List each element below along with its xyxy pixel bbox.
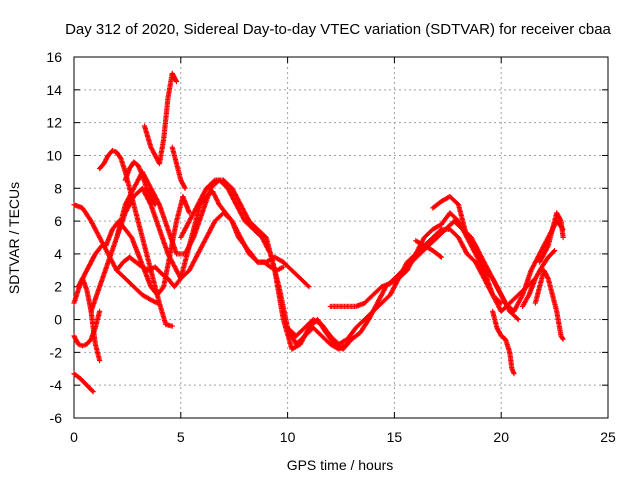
series-arc-7 — [141, 70, 180, 167]
data-marks — [519, 248, 558, 310]
y-tick-label: -2 — [50, 344, 63, 360]
data-marks — [103, 193, 192, 298]
y-tick-label: 14 — [46, 82, 62, 98]
series-arc-21 — [532, 267, 566, 342]
x-tick-label: 10 — [280, 429, 296, 445]
series-arc-10 — [178, 177, 474, 352]
y-tick-label: 6 — [54, 213, 62, 229]
series-arc-14 — [285, 226, 504, 347]
data-marks — [169, 144, 188, 191]
series-arc-23 — [519, 248, 558, 310]
series-arc-1 — [71, 202, 160, 306]
x-tick-label: 15 — [387, 429, 403, 445]
series-arc-16 — [413, 238, 444, 260]
series-arc-9 — [122, 159, 158, 208]
chart-title: Day 312 of 2020, Sidereal Day-to-day VTE… — [65, 21, 611, 38]
y-tick-label: -6 — [50, 410, 63, 426]
series-arc-15 — [327, 210, 521, 323]
x-tick-label: 0 — [70, 429, 78, 445]
y-tick-label: 8 — [54, 180, 62, 196]
y-axis-label: SDTVAR / TECUs — [6, 182, 22, 294]
x-tick-label: 5 — [177, 429, 185, 445]
data-marks — [490, 308, 517, 377]
data-marks — [71, 202, 160, 306]
series-arc-22 — [75, 275, 103, 364]
data-marks — [75, 275, 103, 364]
y-tick-label: 0 — [54, 312, 62, 328]
series-arc-13 — [169, 144, 188, 191]
x-tick-label: 25 — [600, 429, 616, 445]
grid-layer — [74, 57, 608, 418]
data-marks — [285, 226, 504, 347]
data-marks — [537, 210, 566, 265]
series-arc-11 — [103, 193, 192, 298]
series-arc-2 — [71, 371, 96, 395]
marks-layer — [71, 70, 566, 395]
tick-layer: 0 5 10 15 20 25 -6 -4 -2 0 2 4 6 8 10 12 14 16 — [46, 49, 616, 445]
data-marks — [532, 267, 566, 342]
x-tick-label: 20 — [493, 429, 509, 445]
y-tick-label: 10 — [46, 147, 62, 163]
y-tick-label: 4 — [54, 246, 62, 262]
data-marks — [122, 159, 158, 208]
y-tick-label: -4 — [50, 377, 63, 393]
y-tick-label: 12 — [46, 115, 62, 131]
plot-frame — [73, 56, 609, 419]
x-axis-label: GPS time / hours — [287, 457, 394, 473]
data-marks — [114, 189, 286, 290]
series-arc-19 — [490, 308, 517, 377]
data-marks — [327, 210, 521, 323]
data-marks — [71, 371, 96, 395]
y-tick-label: 16 — [46, 49, 62, 65]
data-marks — [141, 70, 180, 167]
series-arc-12 — [114, 189, 286, 290]
y-tick-label: 2 — [54, 279, 62, 295]
series-arc-20 — [537, 210, 566, 265]
data-marks — [413, 238, 444, 260]
data-marks — [178, 177, 474, 352]
